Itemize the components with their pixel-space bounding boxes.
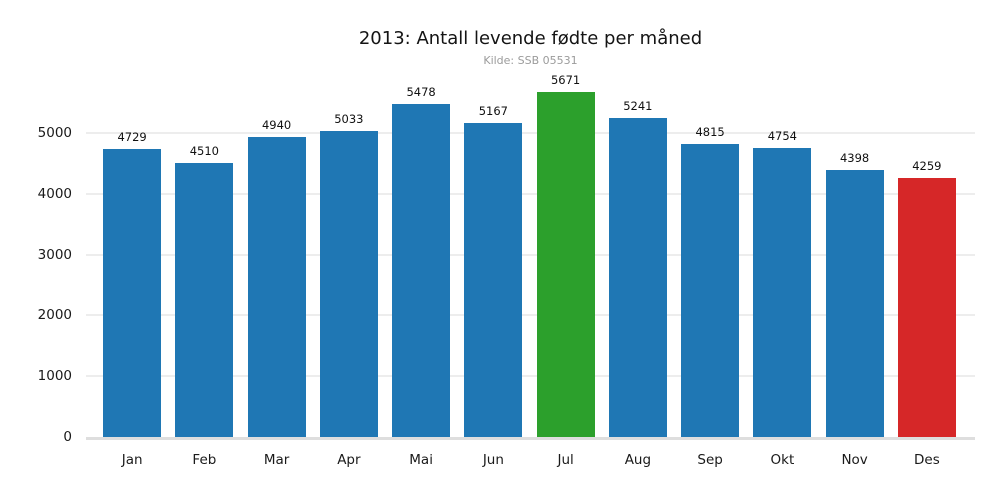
bar-des [897, 178, 956, 437]
bar-okt [753, 147, 812, 437]
x-axis-baseline [86, 437, 975, 440]
bar-value-label-mar: 4940 [261, 117, 292, 132]
x-tick-label-aug: Aug [624, 452, 652, 468]
bars-container: 4729 Jan 4510 Feb 4940 Mar 5033 Apr 5478 Mai 5167 J… [96, 73, 963, 468]
bar-slot-mai: 5478 Mai [385, 80, 457, 468]
bar-apr [319, 131, 378, 437]
y-tick-label-4000: 4000 [37, 185, 72, 202]
bar-jul [536, 92, 595, 437]
bar-slot-nov: 4398 Nov [819, 80, 891, 468]
bar-value-label-okt: 4754 [767, 128, 798, 143]
x-tick-label-jan: Jan [121, 452, 143, 468]
bar-slot-sep: 4815 Sep [674, 80, 746, 468]
plot-area: 4729 Jan 4510 Feb 4940 Mar 5033 Apr 5478 Mai 5167 J… [38, 73, 975, 468]
bar-slot-jun: 5167 Jun [457, 80, 529, 468]
y-tick-label-2000: 2000 [37, 307, 72, 324]
bar-nov [825, 169, 884, 437]
bar-slot-jan: 4729 Jan [96, 80, 168, 468]
bar-slot-okt: 4754 Okt [746, 80, 818, 468]
y-tick-label-1000: 1000 [37, 368, 72, 385]
bar-mar [247, 136, 306, 437]
x-tick-label-feb: Feb [192, 452, 217, 468]
bar-value-label-mai: 5478 [406, 84, 436, 99]
bar-slot-jul: 5671 Jul [530, 73, 602, 468]
bar-value-label-nov: 4398 [839, 150, 870, 165]
y-tick-label-3000: 3000 [37, 246, 72, 263]
x-tick-label-mar: Mar [263, 452, 290, 468]
bar-slot-feb: 4510 Feb [168, 80, 240, 468]
bar-value-label-jun: 5167 [478, 103, 509, 118]
bar-aug [608, 118, 667, 437]
bar-jun [464, 122, 523, 437]
x-tick-label-nov: Nov [841, 452, 868, 468]
bar-value-label-apr: 5033 [334, 112, 364, 126]
bar-value-label-des: 4259 [912, 159, 942, 174]
bar-value-label-jul: 5671 [550, 73, 581, 88]
x-tick-label-mai: Mai [409, 452, 433, 468]
bar-slot-apr: 5033 Apr [313, 80, 385, 468]
bar-feb [175, 162, 234, 437]
x-tick-label-apr: Apr [337, 452, 361, 468]
gridline-5000 [86, 132, 975, 134]
x-tick-label-okt: Okt [770, 452, 795, 468]
bar-value-label-sep: 4815 [695, 125, 725, 140]
bar-jan [103, 149, 162, 437]
chart-subtitle: Kilde: SSB 05531 [483, 54, 578, 67]
x-tick-label-sep: Sep [697, 452, 723, 468]
gridline-3000 [86, 253, 975, 256]
gridline-1000 [86, 375, 975, 378]
bar-sep [681, 144, 740, 437]
bar-value-label-jan: 4729 [117, 130, 147, 145]
x-tick-label-des: Des [914, 452, 940, 468]
bar-slot-mar: 4940 Mar [241, 80, 313, 468]
bar-mai [392, 103, 451, 437]
bar-value-label-aug: 5241 [623, 99, 653, 114]
y-tick-label-0: 0 [63, 429, 72, 445]
bar-slot-aug: 5241 Aug [602, 80, 674, 468]
x-tick-label-jun: Jun [482, 452, 504, 468]
bar-slot-des: 4259 Des [891, 80, 963, 468]
x-tick-label-jul: Jul [557, 452, 574, 468]
gridline-4000 [86, 192, 975, 195]
bar-value-label-feb: 4510 [189, 143, 220, 158]
chart-title: 2013: Antall levende fødte per måned [358, 28, 703, 49]
y-tick-label-5000: 5000 [37, 125, 72, 141]
gridline-2000 [86, 314, 975, 317]
